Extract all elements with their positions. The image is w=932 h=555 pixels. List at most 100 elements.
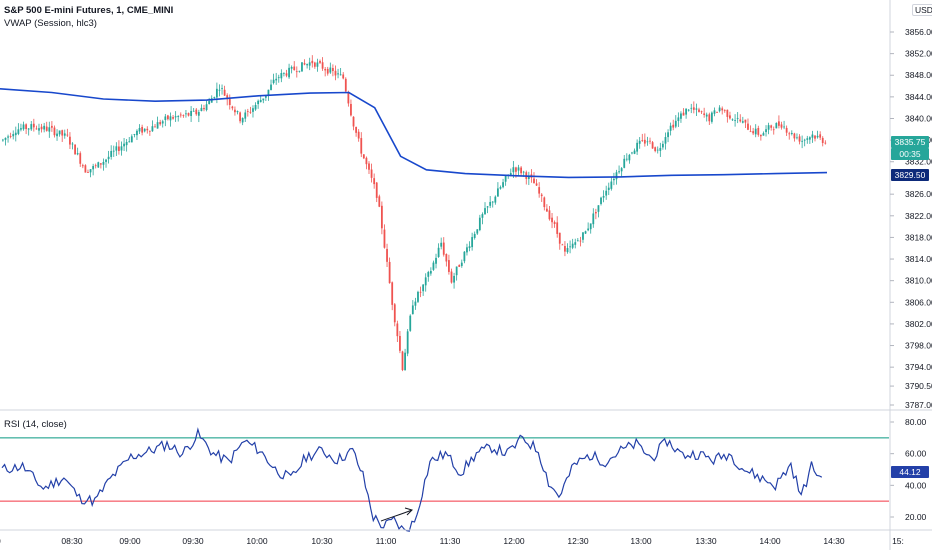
candle xyxy=(130,134,133,143)
price-tick-label: 3802.00 xyxy=(905,319,932,329)
candle-body xyxy=(38,128,40,131)
candle-body xyxy=(654,147,657,152)
candle-body xyxy=(89,169,92,173)
candle xyxy=(244,109,247,122)
candle xyxy=(566,243,569,254)
candle-body xyxy=(43,125,46,130)
candle xyxy=(50,121,53,132)
candle xyxy=(133,133,136,138)
candle-body xyxy=(705,114,708,117)
candle-body xyxy=(594,211,597,214)
candle-body xyxy=(30,124,33,130)
candle-body xyxy=(267,89,270,96)
candle-body xyxy=(556,222,559,234)
candle-body xyxy=(667,132,669,138)
candle-body xyxy=(110,150,113,157)
candle-body xyxy=(623,158,626,168)
candle xyxy=(81,163,84,169)
candle-body xyxy=(386,248,388,262)
candle-body xyxy=(718,107,721,112)
candle xyxy=(107,150,110,164)
candle xyxy=(695,103,698,116)
candle-body xyxy=(759,134,762,137)
candle-body xyxy=(747,123,749,130)
candle xyxy=(429,267,432,276)
candle xyxy=(620,167,623,177)
candle xyxy=(249,106,252,114)
candle-body xyxy=(283,72,285,74)
candle-body xyxy=(545,208,548,212)
candle xyxy=(208,97,211,105)
candle-body xyxy=(20,128,22,130)
candle-body xyxy=(716,111,718,113)
candle-body xyxy=(484,208,486,215)
candle-body xyxy=(270,84,272,90)
candle-body xyxy=(177,116,180,117)
candle-body xyxy=(816,135,819,138)
candle xyxy=(159,119,162,126)
candle-body xyxy=(399,335,401,351)
candle xyxy=(607,182,610,196)
candle xyxy=(53,125,56,138)
candle xyxy=(584,230,587,234)
candle xyxy=(84,164,87,173)
price-tick-label: 3832.00 xyxy=(905,157,932,167)
candle xyxy=(177,115,180,122)
candle xyxy=(118,140,120,155)
candle xyxy=(582,231,584,243)
candle-body xyxy=(380,205,383,229)
candle xyxy=(561,243,564,246)
candle xyxy=(326,66,329,76)
currency-badge[interactable]: USD xyxy=(912,4,932,16)
candle xyxy=(739,114,742,123)
candle xyxy=(672,119,675,131)
candle-body xyxy=(646,141,649,143)
candle xyxy=(161,119,164,128)
candle-body xyxy=(120,146,123,151)
candle-body xyxy=(290,66,293,69)
candle-body xyxy=(772,129,775,131)
candle-body xyxy=(388,261,391,284)
candle-body xyxy=(84,165,87,173)
candle-body xyxy=(280,73,283,79)
vwap-series xyxy=(0,88,828,179)
candle-body xyxy=(383,229,386,248)
candle xyxy=(710,111,713,124)
candle-body xyxy=(582,232,584,240)
candle-body xyxy=(734,120,736,121)
candle xyxy=(729,111,731,120)
candle-body xyxy=(368,163,370,170)
candle-body xyxy=(435,257,437,264)
candle xyxy=(716,111,718,113)
candle-body xyxy=(821,137,824,143)
candle xyxy=(386,243,388,268)
candle xyxy=(698,107,700,113)
time-tick-label: 13:00 xyxy=(630,536,652,546)
candle-body xyxy=(185,113,187,115)
candle-body xyxy=(360,138,363,154)
candle xyxy=(775,122,778,129)
candle xyxy=(12,130,15,140)
candle-body xyxy=(316,62,319,67)
candle-body xyxy=(741,121,744,123)
candle-body xyxy=(600,197,602,204)
candle-body xyxy=(757,127,760,135)
candle-body xyxy=(223,89,226,96)
candle-body xyxy=(118,146,120,151)
candle-body xyxy=(61,130,64,136)
price-tick-label: 3818.00 xyxy=(905,232,932,242)
candle-body xyxy=(429,271,432,274)
candle-body xyxy=(669,125,672,131)
candle xyxy=(169,112,172,127)
candle xyxy=(288,63,290,79)
candle xyxy=(762,131,765,136)
candle-body xyxy=(739,119,742,122)
candle xyxy=(79,151,82,167)
candle-body xyxy=(115,146,118,151)
candle-body xyxy=(548,210,551,220)
candle xyxy=(556,216,559,238)
candle-body xyxy=(543,197,546,208)
candle xyxy=(339,67,342,76)
